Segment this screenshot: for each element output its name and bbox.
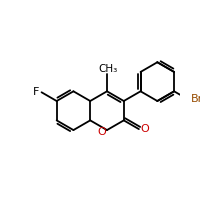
Text: CH₃: CH₃ [98,64,118,74]
Text: Br: Br [190,94,200,104]
Text: F: F [33,87,39,97]
Text: O: O [140,124,149,134]
Text: O: O [98,127,107,137]
